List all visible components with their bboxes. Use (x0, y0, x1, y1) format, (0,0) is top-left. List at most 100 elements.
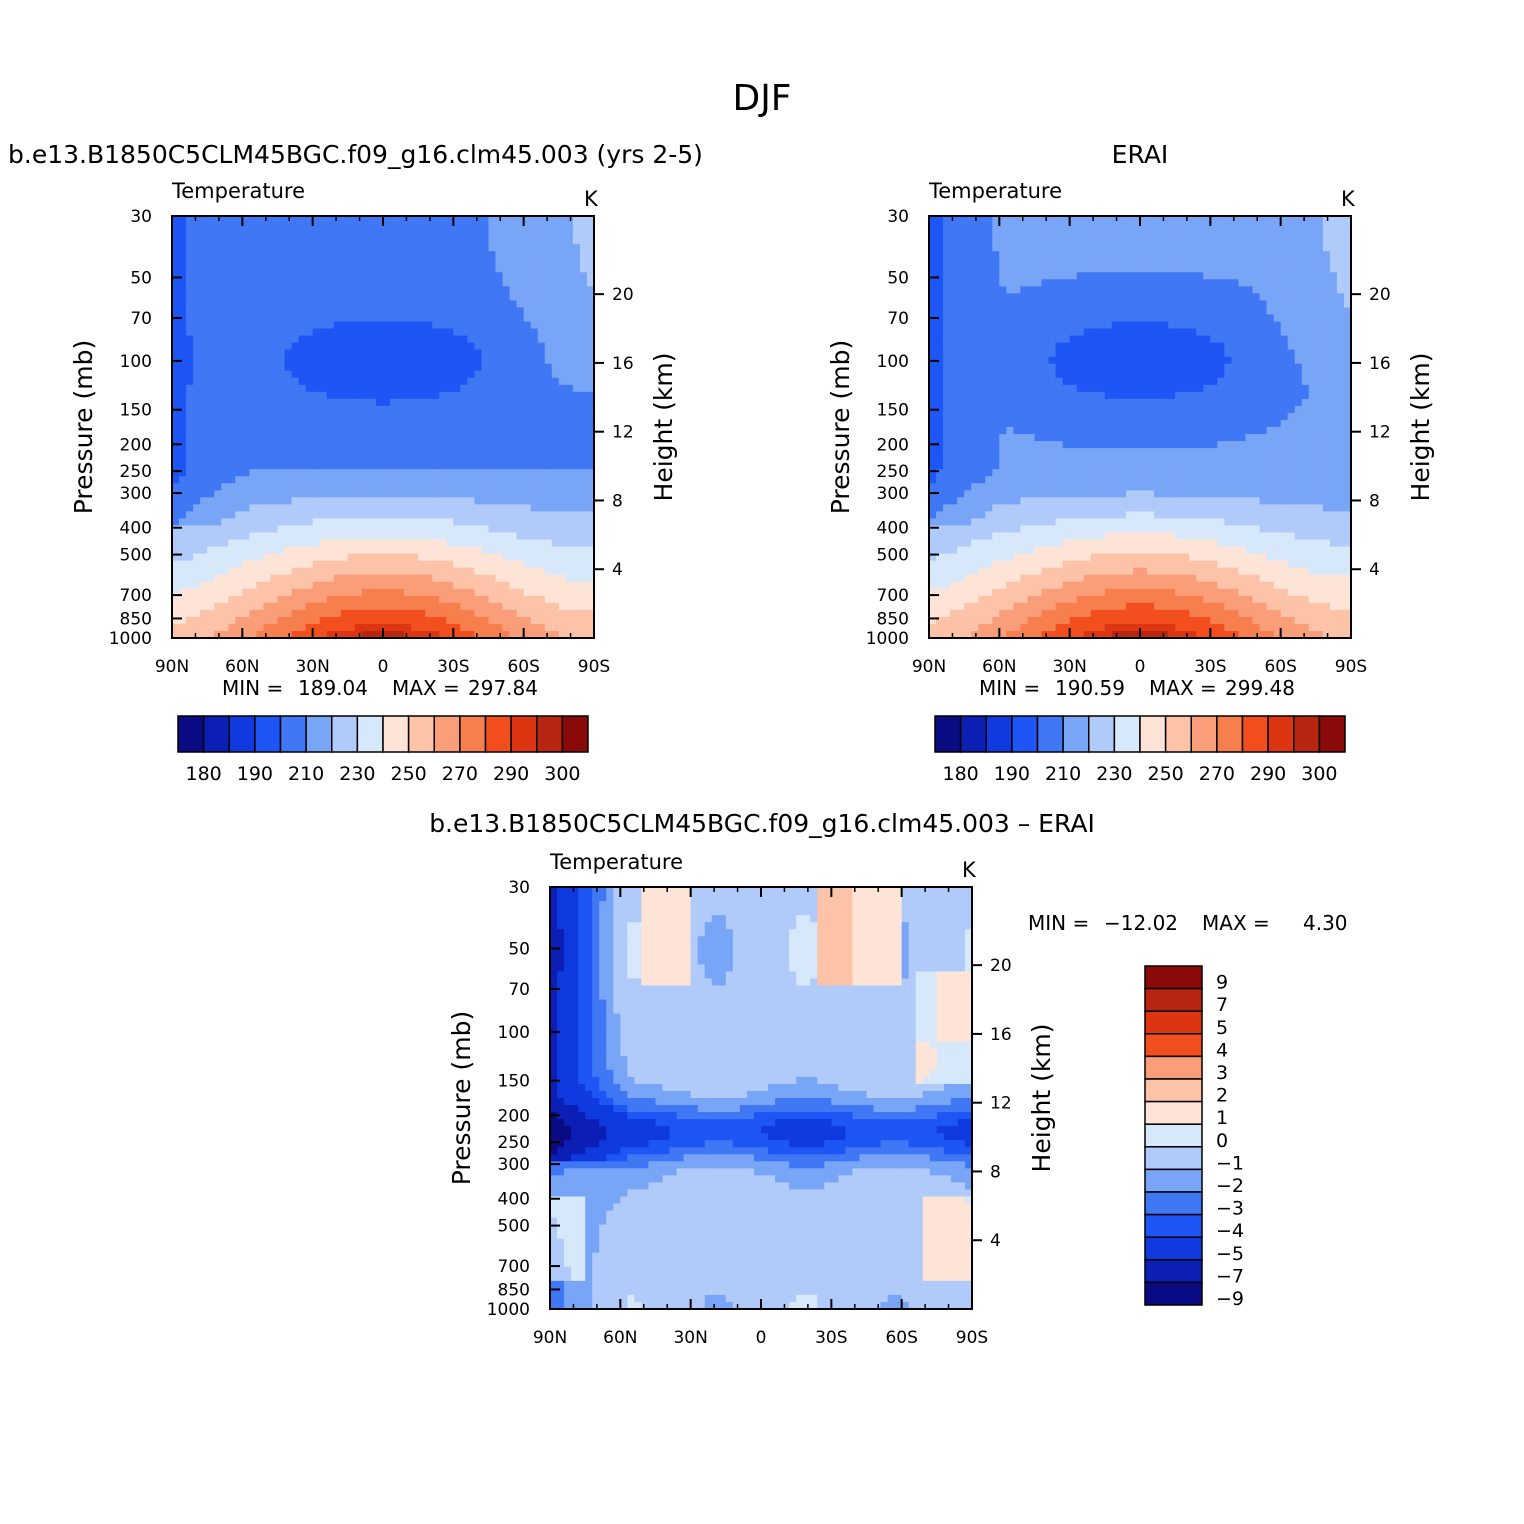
heatmap-cell (242, 539, 250, 548)
heatmap-cell (586, 588, 594, 597)
heatmap-cell (354, 448, 363, 456)
heatmap-cell (404, 616, 412, 625)
heatmap-cell (551, 258, 560, 266)
heatmap-cell (333, 398, 342, 407)
heatmap-cell (502, 335, 511, 344)
heatmap-cell (516, 419, 525, 428)
heatmap-cell (312, 244, 321, 252)
heatmap-cell (340, 356, 349, 365)
heatmap-cell (1006, 293, 1014, 301)
heatmap-cell (1041, 504, 1050, 512)
heatmap-cell (186, 574, 194, 583)
heatmap-cell (200, 286, 208, 294)
heatmap-cell (530, 525, 539, 534)
heatmap-cell (368, 469, 377, 477)
heatmap-cell (221, 272, 229, 280)
heatmap-cell (249, 427, 257, 435)
heatmap-cell (1048, 441, 1057, 449)
heatmap-cell (1027, 237, 1036, 245)
heatmap-cell (495, 483, 504, 491)
heatmap-cell (235, 349, 243, 358)
heatmap-cell (929, 511, 937, 520)
heatmap-cell (404, 532, 412, 541)
heatmap-cell (375, 497, 384, 505)
heatmap-cell (558, 251, 567, 259)
heatmap-cell (312, 293, 321, 301)
heatmap-cell (312, 237, 321, 245)
heatmap-cell (439, 490, 447, 498)
heatmap-cell (957, 384, 965, 393)
heatmap-cell (943, 293, 951, 301)
heatmap-cell (404, 490, 412, 498)
heatmap-cell (971, 434, 979, 442)
heatmap-cell (957, 595, 965, 604)
heatmap-cell (383, 602, 391, 611)
heatmap-cell (397, 321, 405, 330)
heatmap-cell (460, 595, 468, 604)
heatmap-cell (432, 497, 440, 505)
heatmap-cell (516, 630, 525, 638)
heatmap-cell (509, 455, 518, 463)
heatmap-cell (502, 398, 511, 407)
heatmap-cell (291, 532, 300, 541)
heatmap-cell (270, 469, 279, 477)
heatmap-cell (502, 504, 511, 512)
heatmap-cell (319, 546, 328, 555)
heatmap-cell (432, 469, 440, 477)
heatmap-cell (390, 335, 398, 344)
heatmap-cell (1020, 497, 1029, 505)
heatmap-cell (1069, 441, 1078, 449)
heatmap-cell (544, 455, 553, 463)
heatmap-cell (432, 377, 440, 386)
heatmap-cell (495, 223, 504, 231)
heatmap-cell (418, 384, 426, 393)
heatmap-cell (1020, 419, 1029, 428)
heatmap-cell (999, 272, 1007, 280)
heatmap-cell (572, 483, 581, 491)
heatmap-cell (228, 462, 236, 470)
heatmap-cell (200, 602, 208, 611)
heatmap-cell (1013, 405, 1022, 414)
heatmap-cell (305, 609, 314, 618)
heatmap-cell (1034, 623, 1043, 632)
heatmap-cell (263, 574, 272, 583)
heatmap-cell (383, 272, 391, 280)
heatmap-cell (284, 504, 293, 512)
heatmap-cell (397, 419, 405, 428)
heatmap-cell (411, 553, 419, 562)
heatmap-cell (207, 405, 215, 414)
heatmap-cell (481, 483, 490, 491)
heatmap-cell (418, 518, 426, 527)
heatmap-cell (992, 469, 1000, 477)
heatmap-cell (544, 574, 553, 583)
heatmap-cell (964, 616, 972, 625)
heatmap-cell (354, 525, 363, 534)
heatmap-cell (530, 398, 539, 407)
heatmap-cell (319, 251, 328, 259)
heatmap-cell (1006, 525, 1014, 534)
heatmap-cell (446, 216, 454, 224)
heatmap-cell (298, 237, 307, 245)
heatmap-cell (1027, 314, 1036, 323)
heatmap-cell (474, 469, 483, 477)
heatmap-cell (992, 370, 1000, 379)
heatmap-cell (432, 349, 440, 358)
heatmap-cell (340, 349, 349, 358)
heatmap-cell (481, 258, 490, 266)
heatmap-cell (495, 293, 504, 301)
heatmap-cell (305, 356, 314, 365)
heatmap-cell (242, 293, 250, 301)
heatmap-cell (228, 630, 236, 638)
heatmap-cell (537, 363, 546, 372)
heatmap-cell (207, 511, 215, 520)
heatmap-cell (992, 623, 1000, 632)
heatmap-cell (172, 321, 180, 330)
heatmap-cell (1020, 223, 1029, 231)
heatmap-cell (439, 307, 447, 316)
heatmap-cell (572, 490, 581, 498)
heatmap-cell (207, 279, 215, 287)
heatmap-cell (179, 349, 187, 358)
heatmap-cell (992, 258, 1000, 266)
heatmap-cell (256, 518, 265, 527)
heatmap-cell (439, 391, 447, 400)
